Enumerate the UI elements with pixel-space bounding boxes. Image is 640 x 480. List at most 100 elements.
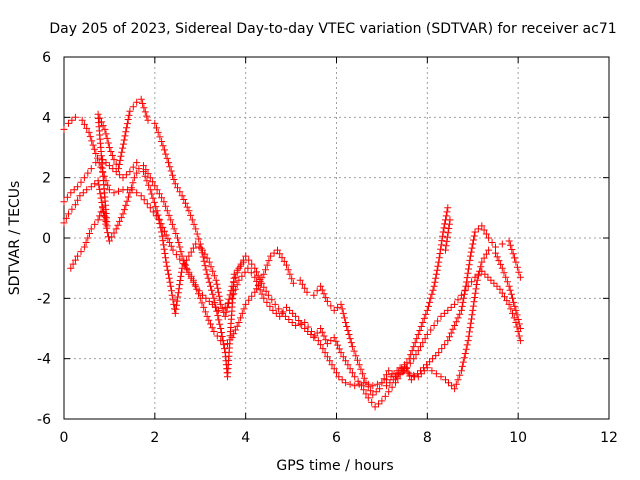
data-point [437,245,445,253]
data-point [236,262,244,270]
data-point [381,392,389,400]
data-point [508,246,516,253]
data-point [392,379,399,387]
data-point [148,190,156,198]
data-point [456,310,464,318]
data-point [339,353,347,361]
data-point [200,257,208,265]
data-point [195,235,203,243]
data-point [346,365,354,373]
data-point [173,301,180,309]
data-point [108,233,116,241]
data-point [505,282,513,290]
data-point [445,379,452,387]
data-point [205,316,213,324]
data-point [145,181,153,189]
data-point [322,294,330,302]
data-point [492,243,499,251]
data-point [345,331,353,338]
data-point [376,385,384,393]
data-point [203,270,211,278]
data-point [254,272,262,280]
data-point [86,133,94,141]
data-point [425,302,432,310]
data-point [338,305,346,313]
data-point [490,279,498,287]
data-point [461,286,469,294]
data-point [426,358,434,366]
data-point [260,270,268,278]
data-point [175,239,183,246]
data-point [364,380,372,388]
data-point [118,148,126,156]
data-point [201,262,209,270]
data-point [296,276,304,284]
data-point [283,303,290,311]
data-point [101,213,109,221]
data-point [169,171,176,179]
data-point [125,111,133,119]
data-point [67,189,75,197]
data-point [463,278,471,286]
data-point [278,309,286,317]
data-point [423,361,431,369]
data-point [420,314,428,322]
data-point [214,288,222,296]
data-point [71,256,79,264]
data-point [432,352,440,360]
data-point [97,194,105,202]
data-point [165,159,172,167]
data-point [323,353,331,361]
data-point [110,189,118,197]
data-point [295,317,303,324]
data-point [201,308,209,316]
data-point [214,284,222,292]
data-point [120,206,128,214]
data-point [467,319,475,327]
data-point [457,367,465,375]
data-point [107,148,115,155]
data-point [466,324,474,332]
data-point [410,343,418,351]
data-point [462,282,470,290]
data-point [496,285,504,293]
data-point [285,316,293,323]
data-point [348,369,356,377]
data-point [171,309,179,317]
data-point [351,382,359,390]
data-point [133,169,141,177]
data-point [222,308,230,316]
x-tick-label: 8 [423,430,432,446]
data-point [444,306,452,314]
data-point [372,388,380,396]
data-point [198,249,206,257]
data-point [498,264,506,272]
data-point [383,382,390,390]
data-point [430,322,438,329]
data-point [216,296,224,304]
data-point [83,186,91,194]
data-point [268,296,276,304]
data-point [165,211,173,219]
x-tick-label: 6 [332,430,341,446]
data-point [464,337,472,345]
data-point [485,234,493,242]
data-point [108,152,116,159]
data-point [495,257,503,265]
data-point [270,249,278,257]
data-point [470,298,478,306]
data-point [89,141,97,149]
data-point [346,335,354,343]
data-point [185,270,193,278]
data-point [289,309,297,317]
data-point [474,225,482,233]
data-point [161,250,169,257]
data-point [260,283,268,291]
data-point [130,174,138,182]
data-point [482,230,490,238]
data-point [253,268,260,276]
data-point [202,294,210,302]
data-point [124,116,132,123]
data-point [266,302,274,310]
data-point [359,370,367,378]
